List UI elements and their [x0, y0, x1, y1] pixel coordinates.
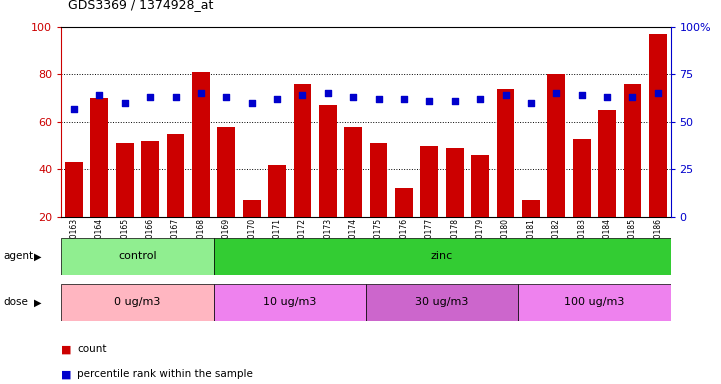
Point	[424, 98, 435, 104]
Point	[398, 96, 410, 102]
Bar	[243, 200, 260, 217]
Text: ▶: ▶	[34, 297, 41, 308]
Bar	[65, 162, 83, 217]
Point	[94, 92, 105, 98]
Text: ■: ■	[61, 344, 72, 354]
Point	[169, 94, 181, 100]
Point	[271, 96, 283, 102]
Text: count: count	[77, 344, 107, 354]
Bar	[518, 284, 671, 321]
Bar	[293, 84, 311, 217]
Bar	[472, 155, 489, 217]
Text: 0 ug/m3: 0 ug/m3	[114, 297, 161, 308]
Bar	[167, 134, 185, 217]
Point	[525, 100, 536, 106]
Bar	[395, 189, 413, 217]
Bar	[268, 165, 286, 217]
Bar	[61, 238, 213, 275]
Point	[474, 96, 486, 102]
Point	[296, 92, 308, 98]
Point	[652, 90, 663, 96]
Bar	[319, 105, 337, 217]
Text: GDS3369 / 1374928_at: GDS3369 / 1374928_at	[68, 0, 214, 12]
Point	[576, 92, 588, 98]
Point	[348, 94, 359, 100]
Bar	[213, 284, 366, 321]
Point	[246, 100, 257, 106]
Bar	[218, 127, 235, 217]
Bar	[213, 238, 671, 275]
Text: agent: agent	[4, 251, 34, 262]
Point	[68, 106, 80, 112]
Bar	[420, 146, 438, 217]
Point	[144, 94, 156, 100]
Point	[373, 96, 384, 102]
Bar	[547, 74, 565, 217]
Text: percentile rank within the sample: percentile rank within the sample	[77, 369, 253, 379]
Text: ▶: ▶	[34, 251, 41, 262]
Point	[119, 100, 131, 106]
Bar	[598, 110, 616, 217]
Bar	[141, 141, 159, 217]
Text: 10 ug/m3: 10 ug/m3	[263, 297, 317, 308]
Text: 100 ug/m3: 100 ug/m3	[565, 297, 624, 308]
Bar	[61, 284, 213, 321]
Bar	[572, 139, 590, 217]
Bar	[345, 127, 362, 217]
Bar	[192, 72, 210, 217]
Bar	[366, 284, 518, 321]
Point	[601, 94, 613, 100]
Bar	[116, 143, 133, 217]
Point	[449, 98, 461, 104]
Point	[627, 94, 638, 100]
Bar	[90, 98, 108, 217]
Bar	[497, 89, 514, 217]
Point	[500, 92, 511, 98]
Text: 30 ug/m3: 30 ug/m3	[415, 297, 469, 308]
Bar	[624, 84, 642, 217]
Bar	[522, 200, 540, 217]
Bar	[446, 148, 464, 217]
Text: control: control	[118, 251, 156, 262]
Point	[221, 94, 232, 100]
Text: dose: dose	[4, 297, 29, 308]
Text: ■: ■	[61, 369, 72, 379]
Text: zinc: zinc	[431, 251, 454, 262]
Point	[322, 90, 334, 96]
Bar	[370, 143, 387, 217]
Point	[195, 90, 207, 96]
Bar	[649, 34, 667, 217]
Point	[551, 90, 562, 96]
